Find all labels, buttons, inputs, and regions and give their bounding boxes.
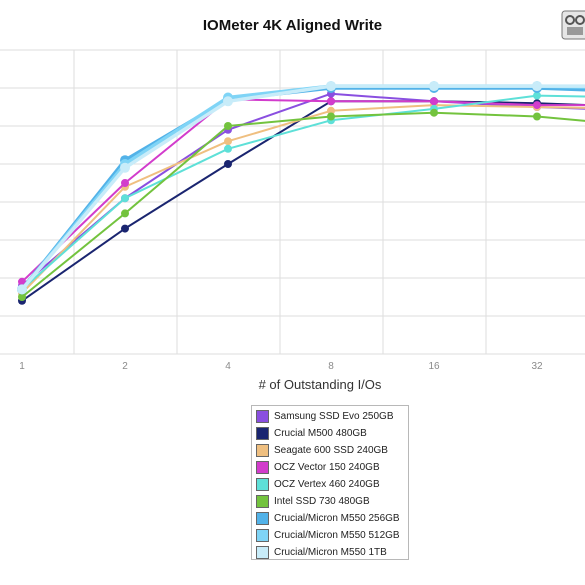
- legend-label: OCZ Vector 150 240GB: [274, 462, 380, 473]
- legend: Samsung SSD Evo 250GB Crucial M500 480GB S…: [251, 405, 409, 560]
- chart-title: IOMeter 4K Aligned Write: [202, 17, 383, 34]
- x-tick-label: 4: [225, 361, 231, 372]
- x-tick-label: 8: [328, 361, 334, 372]
- legend-swatch: [256, 478, 269, 491]
- legend-item: Seagate 600 SSD 240GB: [256, 442, 404, 459]
- data-point: [17, 284, 27, 295]
- series-5: [18, 108, 585, 301]
- x-tick-label: 1: [19, 361, 25, 372]
- data-point: [120, 162, 130, 173]
- data-point: [121, 194, 129, 203]
- data-point: [430, 97, 438, 106]
- legend-label: Intel SSD 730 480GB: [274, 496, 370, 507]
- legend-swatch: [256, 546, 269, 559]
- legend-swatch: [256, 427, 269, 440]
- legend-swatch: [256, 410, 269, 423]
- x-tick-label: 2: [122, 361, 128, 372]
- legend-swatch: [256, 495, 269, 508]
- data-point: [533, 101, 541, 110]
- data-point: [327, 106, 335, 115]
- legend-label: Seagate 600 SSD 240GB: [274, 445, 388, 456]
- data-point: [533, 91, 541, 100]
- x-axis-ticks: 1 2 4 8 16 32: [19, 361, 543, 372]
- data-point: [430, 108, 438, 117]
- legend-swatch: [256, 529, 269, 542]
- legend-item: Samsung SSD Evo 250GB: [256, 408, 404, 425]
- grid-lines: [0, 49, 585, 355]
- data-point: [224, 122, 232, 130]
- legend-swatch: [256, 444, 269, 457]
- data-point: [121, 209, 129, 218]
- data-point: [532, 81, 542, 92]
- legend-item: Crucial/Micron M550 512GB: [256, 527, 404, 544]
- data-point: [326, 81, 336, 92]
- data-point: [327, 97, 335, 106]
- legend-item: Crucial M500 480GB: [256, 425, 404, 442]
- legend-item: OCZ Vertex 460 240GB: [256, 476, 404, 493]
- data-point: [121, 179, 129, 187]
- data-point: [18, 277, 26, 286]
- data-point: [121, 224, 129, 233]
- legend-swatch: [256, 461, 269, 474]
- legend-label: Crucial/Micron M550 1TB: [274, 547, 387, 558]
- data-point: [18, 293, 26, 301]
- x-axis-label: # of Outstanding I/Os: [258, 377, 382, 392]
- data-point: [327, 112, 335, 121]
- data-point: [429, 81, 439, 92]
- data-point: [223, 96, 233, 107]
- legend-item: Crucial/Micron M550 1TB: [256, 544, 404, 561]
- x-tick-label: 16: [428, 361, 440, 372]
- data-point: [224, 160, 232, 168]
- legend-item: Intel SSD 730 480GB: [256, 493, 404, 510]
- series-2: [18, 101, 585, 298]
- legend-label: Crucial/Micron M550 512GB: [274, 530, 400, 541]
- legend-label: Crucial M500 480GB: [274, 428, 367, 439]
- legend-item: OCZ Vector 150 240GB: [256, 459, 404, 476]
- legend-label: OCZ Vertex 460 240GB: [274, 479, 380, 490]
- legend-item: Crucial/Micron M550 256GB: [256, 510, 404, 527]
- series-layer: [17, 81, 585, 305]
- data-point: [533, 112, 541, 121]
- series-line: [21, 94, 585, 291]
- legend-swatch: [256, 512, 269, 525]
- site-logo-icon: [561, 10, 585, 40]
- legend-label: Crucial/Micron M550 256GB: [274, 513, 400, 524]
- data-point: [224, 144, 232, 153]
- legend-label: Samsung SSD Evo 250GB: [274, 411, 394, 422]
- series-line: [20, 84, 585, 291]
- series-8: [17, 81, 585, 295]
- x-tick-label: 32: [531, 361, 543, 372]
- series-line: [21, 104, 585, 294]
- data-point: [224, 137, 232, 146]
